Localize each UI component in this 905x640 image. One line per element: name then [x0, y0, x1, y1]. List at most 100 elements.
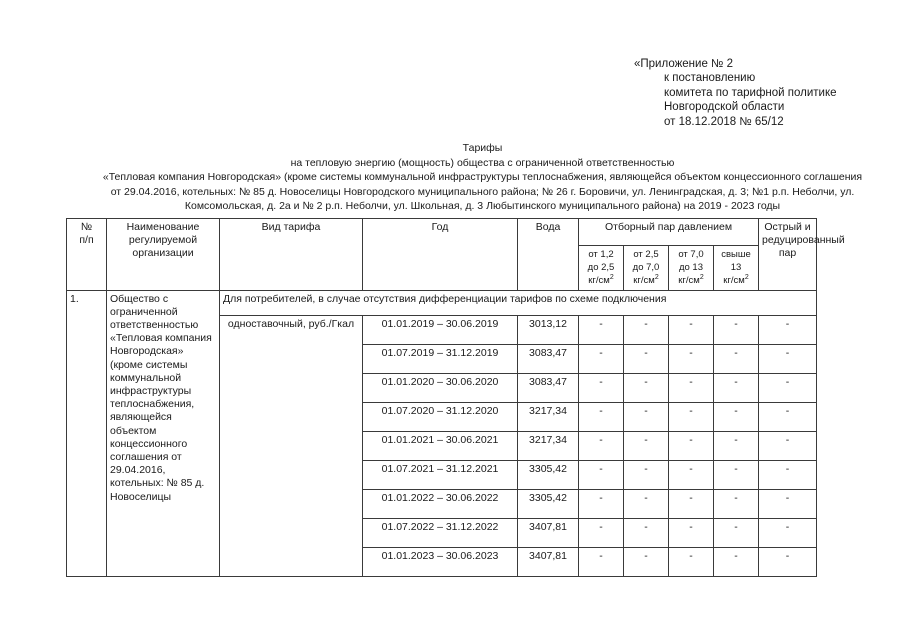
cell-period: 01.01.2020 – 30.06.2020 — [362, 372, 518, 403]
header-pressure-1-sup: 2 — [609, 274, 614, 282]
cell-pressure-3: - — [668, 546, 714, 577]
cell-period: 01.01.2021 – 30.06.2021 — [362, 430, 518, 461]
header-pressure-2-line1: от 2,5 — [633, 249, 659, 260]
cell-pressure-2: - — [623, 314, 669, 345]
cell-pressure-1: - — [578, 546, 624, 577]
cell-pressure-4: - — [712, 459, 760, 490]
table-row: 01.07.2020 – 31.12.2020 3217,34 - - - - … — [67, 401, 818, 432]
cell-period: 01.01.2019 – 30.06.2019 — [362, 314, 518, 345]
cell-sharp-steam: - — [758, 430, 818, 461]
cell-water-value: 3305,42 — [517, 459, 579, 490]
cell-period: 01.07.2022 – 31.12.2022 — [362, 517, 518, 548]
cell-pressure-4: - — [712, 372, 760, 403]
header-pressure-2: от 2,5 до 7,0 кг/см2 — [623, 245, 669, 291]
cell-pressure-3: - — [668, 430, 714, 461]
header-pressure-3-line2: до 13 — [678, 262, 704, 274]
cell-pressure-3: - — [668, 343, 714, 374]
cell-pressure-2: - — [623, 401, 669, 432]
tariff-table: № п/п Наименование регулируемой организа… — [66, 218, 845, 577]
cell-water-value: 3217,34 — [517, 430, 579, 461]
cell-period: 01.01.2023 – 30.06.2023 — [362, 546, 518, 577]
table-row: 01.01.2023 – 30.06.2023 3407,81 - - - - … — [67, 546, 818, 577]
header-pressure-1-line1: от 1,2 — [588, 249, 614, 260]
cell-pressure-2: - — [623, 343, 669, 374]
header-pressure-1-line2: до 2,5 — [587, 262, 615, 274]
table-row: 01.07.2019 – 31.12.2019 3083,47 - - - - … — [67, 343, 818, 374]
cell-pressure-4: - — [712, 488, 760, 519]
cell-sharp-steam: - — [758, 488, 818, 519]
title-subline-4: Комсомольская, д. 2а и № 2 р.п. Неболчи,… — [184, 200, 781, 212]
cell-sharp-steam: - — [758, 314, 818, 345]
header-pressure-3: от 7,0 до 13 кг/см2 — [668, 245, 714, 291]
cell-pressure-4: - — [712, 546, 760, 577]
header-pressure-2-line2: до 7,0 — [632, 262, 660, 274]
header-pressure-1-unit: кг/см — [588, 275, 610, 287]
header-pressure-2-unit: кг/см — [633, 275, 655, 287]
cell-pressure-3: - — [668, 401, 714, 432]
cell-pressure-2: - — [623, 459, 669, 490]
cell-pressure-3: - — [668, 517, 714, 548]
cell-pressure-1: - — [578, 372, 624, 403]
table-row: 01.07.2022 – 31.12.2022 3407,81 - - - - … — [67, 517, 818, 548]
cell-organization: Общество с ограниченной ответственностью… — [106, 289, 220, 577]
table-header-row-main: № п/п Наименование регулируемой организа… — [66, 218, 845, 291]
header-number-line1: № — [80, 221, 93, 233]
cell-pressure-3: - — [668, 314, 714, 345]
cell-water-value: 3083,47 — [517, 372, 579, 403]
cell-pressure-2: - — [623, 488, 669, 519]
appendix-line-2: к постановлению — [664, 72, 756, 85]
header-pressure-4-sup: 2 — [744, 274, 749, 282]
title-subline-2: «Тепловая компания Новгородская» (кроме … — [102, 171, 863, 183]
appendix-line-1: «Приложение № 2 — [634, 58, 733, 70]
cell-pressure-1: - — [578, 401, 624, 432]
header-organization: Наименование регулируемой организации — [106, 218, 220, 291]
cell-pressure-4: - — [712, 314, 760, 345]
cell-water-value: 3083,47 — [517, 343, 579, 374]
cell-period: 01.07.2019 – 31.12.2019 — [362, 343, 518, 374]
header-sharp-steam: Острый и редуцированный пар — [758, 218, 845, 291]
cell-pressure-4: - — [712, 430, 760, 461]
cell-pressure-1: - — [578, 517, 624, 548]
cell-period: 01.07.2020 – 31.12.2020 — [362, 401, 518, 432]
table-header-row-sub: от 1,2 до 2,5 кг/см2 от 2,5 до 7,0 кг/см… — [67, 245, 817, 291]
table-row: 01.07.2021 – 31.12.2021 3305,42 - - - - … — [67, 459, 818, 490]
cell-period: 01.07.2021 – 31.12.2021 — [362, 459, 518, 490]
cell-note: Для потребителей, в случае отсутствия ди… — [218, 289, 818, 316]
header-pressure-4-line1: свыше — [721, 249, 751, 260]
table-row: 01.01.2022 – 30.06.2022 3305,42 - - - - … — [67, 488, 818, 519]
cell-pressure-2: - — [623, 517, 669, 548]
header-number-line2: п/п — [79, 234, 94, 247]
cell-pressure-4: - — [712, 401, 760, 432]
cell-pressure-4: - — [712, 343, 760, 374]
cell-pressure-2: - — [623, 372, 669, 403]
cell-sharp-steam: - — [758, 459, 818, 490]
header-tariff-type: Вид тарифа — [219, 218, 363, 291]
document-title-block: Тарифы на тепловую энергию (мощность) об… — [60, 141, 905, 214]
header-water: Вода — [517, 218, 579, 291]
cell-tariff-type: одноставочный, руб./Гкал — [219, 314, 363, 577]
table-body: 1. Общество с ограниченной ответственнос… — [66, 289, 818, 577]
cell-pressure-3: - — [668, 488, 714, 519]
cell-pressure-2: - — [623, 546, 669, 577]
cell-pressure-4: - — [712, 517, 760, 548]
cell-water-value: 3217,34 — [517, 401, 579, 432]
cell-pressure-1: - — [578, 343, 624, 374]
cell-pressure-1: - — [578, 430, 624, 461]
title-subline-1: на тепловую энергию (мощность) общества … — [290, 156, 675, 169]
header-pressure-3-line1: от 7,0 — [678, 249, 704, 260]
appendix-approval-block: «Приложение № 2 к постановлению комитета… — [634, 57, 837, 129]
cell-sharp-steam: - — [758, 546, 818, 577]
header-steam-group: Отборный пар давлением — [577, 218, 760, 246]
cell-pressure-1: - — [578, 488, 624, 519]
cell-sharp-steam: - — [758, 343, 818, 374]
cell-sharp-steam: - — [758, 401, 818, 432]
header-year: Год — [362, 218, 518, 291]
header-number: № п/п — [66, 218, 107, 291]
header-pressure-4-line2: 13 — [730, 262, 742, 274]
header-pressure-1: от 1,2 до 2,5 кг/см2 — [578, 245, 624, 291]
cell-pressure-1: - — [578, 459, 624, 490]
title-subline-3: от 29.04.2016, котельных: № 85 д. Новосе… — [110, 185, 855, 198]
header-pressure-2-sup: 2 — [654, 274, 659, 282]
cell-period: 01.01.2022 – 30.06.2022 — [362, 488, 518, 519]
cell-water-value: 3407,81 — [517, 517, 579, 548]
